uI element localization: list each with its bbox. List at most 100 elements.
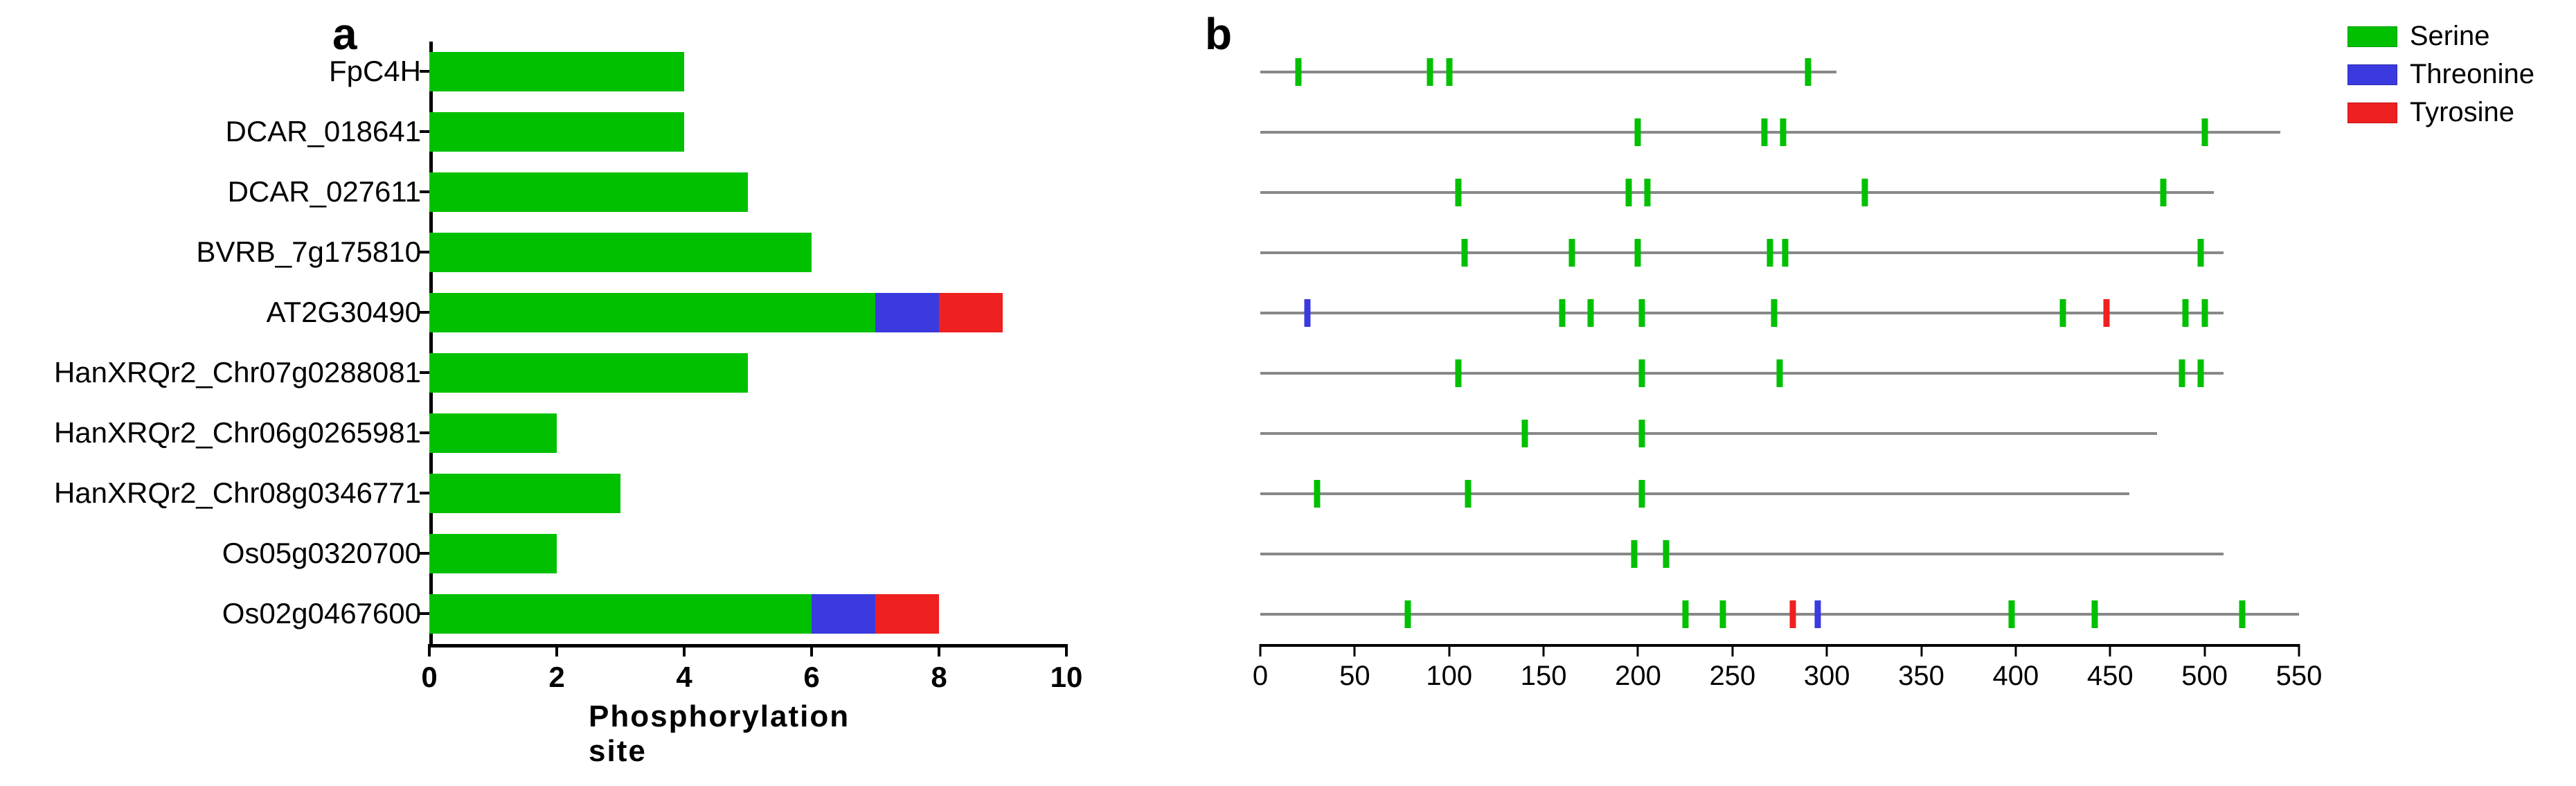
track-row [1260,403,2299,463]
bar-track [429,52,1066,91]
site-serine [1521,420,1528,447]
x-tick-label: 300 [1804,661,1850,692]
x-tick [2298,644,2300,657]
panel-b: 050100150200250300350400450500550 [1260,42,2299,644]
protein-track [1260,432,2157,435]
site-serine [1861,179,1868,206]
x-tick-label: 0 [421,661,437,694]
site-tyrosine [1790,600,1796,628]
site-serine [2183,299,2189,327]
bar-label: Os05g0320700 [222,537,429,570]
track-row [1260,463,2299,524]
site-serine [2201,299,2208,327]
site-serine [1569,239,1575,267]
bar-segment-threonine [875,293,939,332]
protein-track [1260,131,2280,134]
site-serine [2009,600,2015,628]
bar-label: AT2G30490 [267,296,429,329]
x-tick-label: 500 [2181,661,2228,692]
x-tick [1731,644,1733,657]
bar-track [429,474,1066,513]
figure-root: a b SerineThreonineTyrosine FpC4HDCAR_01… [0,0,2576,786]
site-serine [1635,118,1641,146]
site-serine [1314,480,1320,508]
track-row [1260,42,2299,102]
track-row [1260,283,2299,343]
site-serine [1762,118,1768,146]
panel-b-rows [1260,42,2299,644]
panel-label-a: a [332,8,357,60]
site-serine [1638,480,1645,508]
x-tick-label: 550 [2276,661,2323,692]
site-serine [2092,600,2098,628]
site-serine [1631,540,1638,568]
track-row [1260,524,2299,584]
bar-row: Os05g0320700 [429,534,1066,573]
x-tick [2203,644,2206,657]
protein-track [1260,492,2129,495]
legend-item: Serine [2347,21,2534,52]
x-tick-label: 6 [803,661,819,694]
site-serine [1805,58,1811,86]
track-row [1260,162,2299,222]
x-tick-label: 10 [1050,661,1083,694]
site-serine [2160,179,2166,206]
x-tick [938,644,940,657]
site-serine [1720,600,1726,628]
x-tick-label: 200 [1615,661,1661,692]
legend-item: Tyrosine [2347,97,2534,128]
x-tick-label: 0 [1253,661,1268,692]
legend-swatch-threonine [2347,64,2397,85]
site-serine [1780,118,1787,146]
protein-track [1260,553,2224,555]
track-row [1260,102,2299,162]
bar-label: HanXRQr2_Chr06g0265981 [54,416,429,449]
legend-swatch-tyrosine [2347,102,2397,123]
site-serine [1446,58,1452,86]
panel-b-xaxis [1260,644,2299,647]
x-tick [1260,644,1262,657]
protein-track [1260,251,2224,254]
site-serine [1771,299,1777,327]
bar-row: AT2G30490 [429,293,1066,332]
bar-segment-serine [429,594,812,634]
site-serine [1427,58,1433,86]
bar-segment-serine [429,353,748,393]
site-serine [1682,600,1688,628]
bar-track [429,293,1066,332]
x-tick-label: 2 [548,661,564,694]
legend-item: Threonine [2347,59,2534,90]
x-tick [2109,644,2111,657]
x-tick-label: 150 [1521,661,1567,692]
x-tick-label: 8 [931,661,947,694]
bar-row: HanXRQr2_Chr07g0288081 [429,353,1066,393]
bar-segment-serine [429,413,557,453]
bar-label: DCAR_027611 [228,175,429,208]
bar-row: BVRB_7g175810 [429,233,1066,272]
legend-swatch-serine [2347,26,2397,47]
site-serine [1404,600,1411,628]
x-tick [1637,644,1639,657]
site-serine [1638,359,1645,387]
x-tick-label: 4 [676,661,692,694]
site-serine [1638,299,1645,327]
bar-track [429,534,1066,573]
bar-label: HanXRQr2_Chr07g0288081 [54,356,429,389]
site-serine [1645,179,1651,206]
x-tick [2014,644,2016,657]
legend-label: Serine [2410,21,2490,52]
protein-track [1260,613,2299,616]
x-tick [1065,644,1068,657]
legend: Serine Threonine Tyrosine [2347,21,2534,135]
site-serine [2198,359,2204,387]
panel-a-xaxis-title: Phosphorylation site [589,699,907,769]
site-serine [1295,58,1301,86]
site-serine [1638,420,1645,447]
x-tick [1826,644,1828,657]
panel-a: FpC4HDCAR_018641DCAR_027611BVRB_7g175810… [429,42,1066,644]
site-serine [1635,239,1641,267]
x-tick-label: 450 [2087,661,2134,692]
panel-a-xaxis [429,644,1066,647]
track-row [1260,584,2299,644]
site-serine [1559,299,1566,327]
